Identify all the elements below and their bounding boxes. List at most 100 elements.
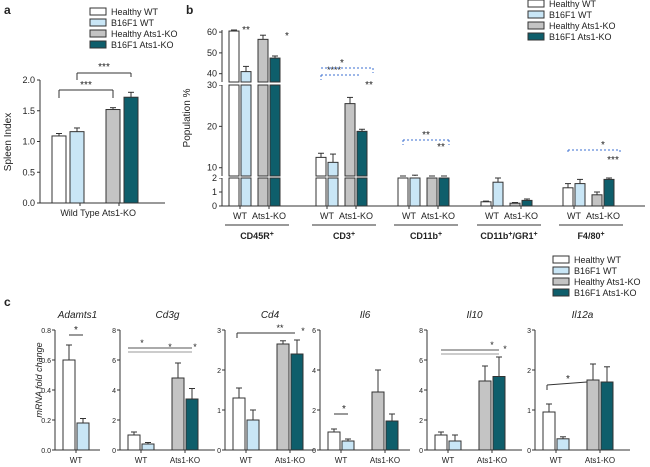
y-tick-label: 0.2: [41, 418, 51, 425]
bar-segment: [574, 183, 586, 207]
x-tick-label: WT: [567, 211, 581, 221]
gene-title: Cd4: [261, 310, 280, 321]
y-tick-label: 4: [112, 388, 116, 395]
x-tick-label: WT: [70, 456, 83, 465]
gene-title: Cd3g: [156, 310, 180, 321]
subpanel-adamts1: 0.0 0.2 0.4 0.6 0.8 Adamts1 WT *: [41, 310, 100, 465]
group-label-sup: +: [508, 231, 512, 238]
sig-label: ***: [98, 62, 110, 73]
sig-label: ****: [327, 65, 342, 75]
panel-letter: b: [186, 3, 193, 17]
legend-label: Healthy Ats1-KO: [574, 277, 641, 287]
x-tick-label: Ats1-KO: [170, 456, 200, 465]
bar-b16f1-wt: [69, 131, 85, 204]
y-tick-label: 8: [419, 328, 423, 335]
bar-segment: [591, 194, 603, 207]
group-label-text: F4/80: [577, 231, 600, 241]
bar-segment: [509, 202, 521, 207]
group-label-sup: +: [534, 231, 538, 238]
sig-label: *: [503, 344, 507, 354]
y-tick-label: 60: [207, 27, 217, 37]
group-label-sup: +: [351, 231, 355, 238]
gene-title: Il6: [360, 310, 371, 321]
legend-label: B16F1 Ats1-KO: [111, 40, 174, 50]
legend-swatch: [527, 0, 545, 8]
bar: [185, 398, 199, 451]
bar-healthy-wt: [51, 135, 67, 204]
x-tick-label: WT: [320, 211, 334, 221]
sig-label: ***: [607, 155, 619, 166]
bar: [232, 397, 246, 451]
gene-title: Il12a: [572, 310, 594, 321]
x-tick-label: WT: [233, 211, 247, 221]
x-tick-label: Ats1-KO: [102, 208, 136, 218]
sig-label: *: [601, 140, 605, 151]
legend-swatch: [552, 255, 570, 264]
legend-swatch: [89, 40, 107, 49]
x-tick-label: WT: [402, 211, 416, 221]
y-tick-label: 40: [207, 69, 217, 79]
y-tick-label: 0: [112, 448, 116, 455]
y-tick-label: 1: [217, 408, 221, 415]
legend-swatch: [552, 266, 570, 275]
x-tick-label: WT: [550, 456, 563, 465]
bar: [492, 376, 506, 451]
y-tick-label: 1: [527, 408, 531, 415]
y-tick-label: 0: [312, 448, 316, 455]
bar-segment: [492, 181, 504, 207]
bar-segment: [397, 177, 409, 207]
sig-label: *: [168, 342, 172, 352]
bar: [327, 431, 341, 451]
bar: [385, 420, 399, 451]
x-tick-label: Ats1-KO: [477, 456, 507, 465]
bar-segment: [603, 178, 615, 207]
bar: [371, 391, 385, 451]
bar: [434, 434, 448, 451]
bar-segment: [480, 201, 492, 207]
legend-label: Healthy WT: [111, 7, 159, 17]
sig-label: *: [74, 325, 78, 336]
x-tick-label: Wild Type: [60, 208, 99, 218]
y-tick-label: 0.5: [22, 167, 35, 177]
y-tick-label: 0: [217, 448, 221, 455]
sig-label: ***: [80, 80, 92, 91]
bar-segment: [327, 177, 339, 207]
sig-bracket: [546, 381, 588, 386]
bar-segment: [240, 177, 252, 207]
bar-segment: [228, 177, 240, 207]
sig-label: **: [437, 142, 445, 153]
bar-segment: [315, 156, 327, 177]
bar: [290, 353, 304, 451]
bar: [141, 443, 155, 451]
sig-label: **: [276, 323, 284, 333]
y-tick-label: 0.4: [41, 388, 51, 395]
gene-title: Adamts1: [57, 310, 97, 321]
legend-label: Healthy Ats1-KO: [111, 29, 178, 39]
group-label: CD11b+: [410, 231, 442, 241]
y-tick-label: 2: [419, 418, 423, 425]
bar-segment: [521, 199, 533, 207]
y-tick-label: 3: [217, 328, 221, 335]
bar-segment: [344, 177, 356, 207]
x-tick-label: Ats1-KO: [421, 211, 455, 221]
bar: [341, 440, 355, 451]
bar-segment: [426, 177, 438, 207]
x-tick-label: WT: [240, 456, 253, 465]
y-tick-label: 0.0: [22, 198, 35, 208]
bar: [76, 422, 90, 451]
y-tick-label: 4: [312, 368, 316, 375]
bar-segment: [562, 187, 574, 207]
x-tick-label: WT: [335, 456, 348, 465]
bar: [62, 359, 76, 451]
panel-a: a 0.0 0.5 1.0 1.5 2.0 Spleen Index Wild Type Ats…: [3, 3, 178, 218]
group-label: CD3+: [333, 231, 355, 241]
legend-label: B16F1 WT: [549, 10, 593, 20]
y-tick-label: 6: [419, 358, 423, 365]
sig-label: **: [422, 130, 430, 141]
y-tick-label: 2: [112, 418, 116, 425]
legend-label: B16F1 WT: [111, 18, 155, 28]
group-label-text: CD11b: [480, 231, 509, 241]
